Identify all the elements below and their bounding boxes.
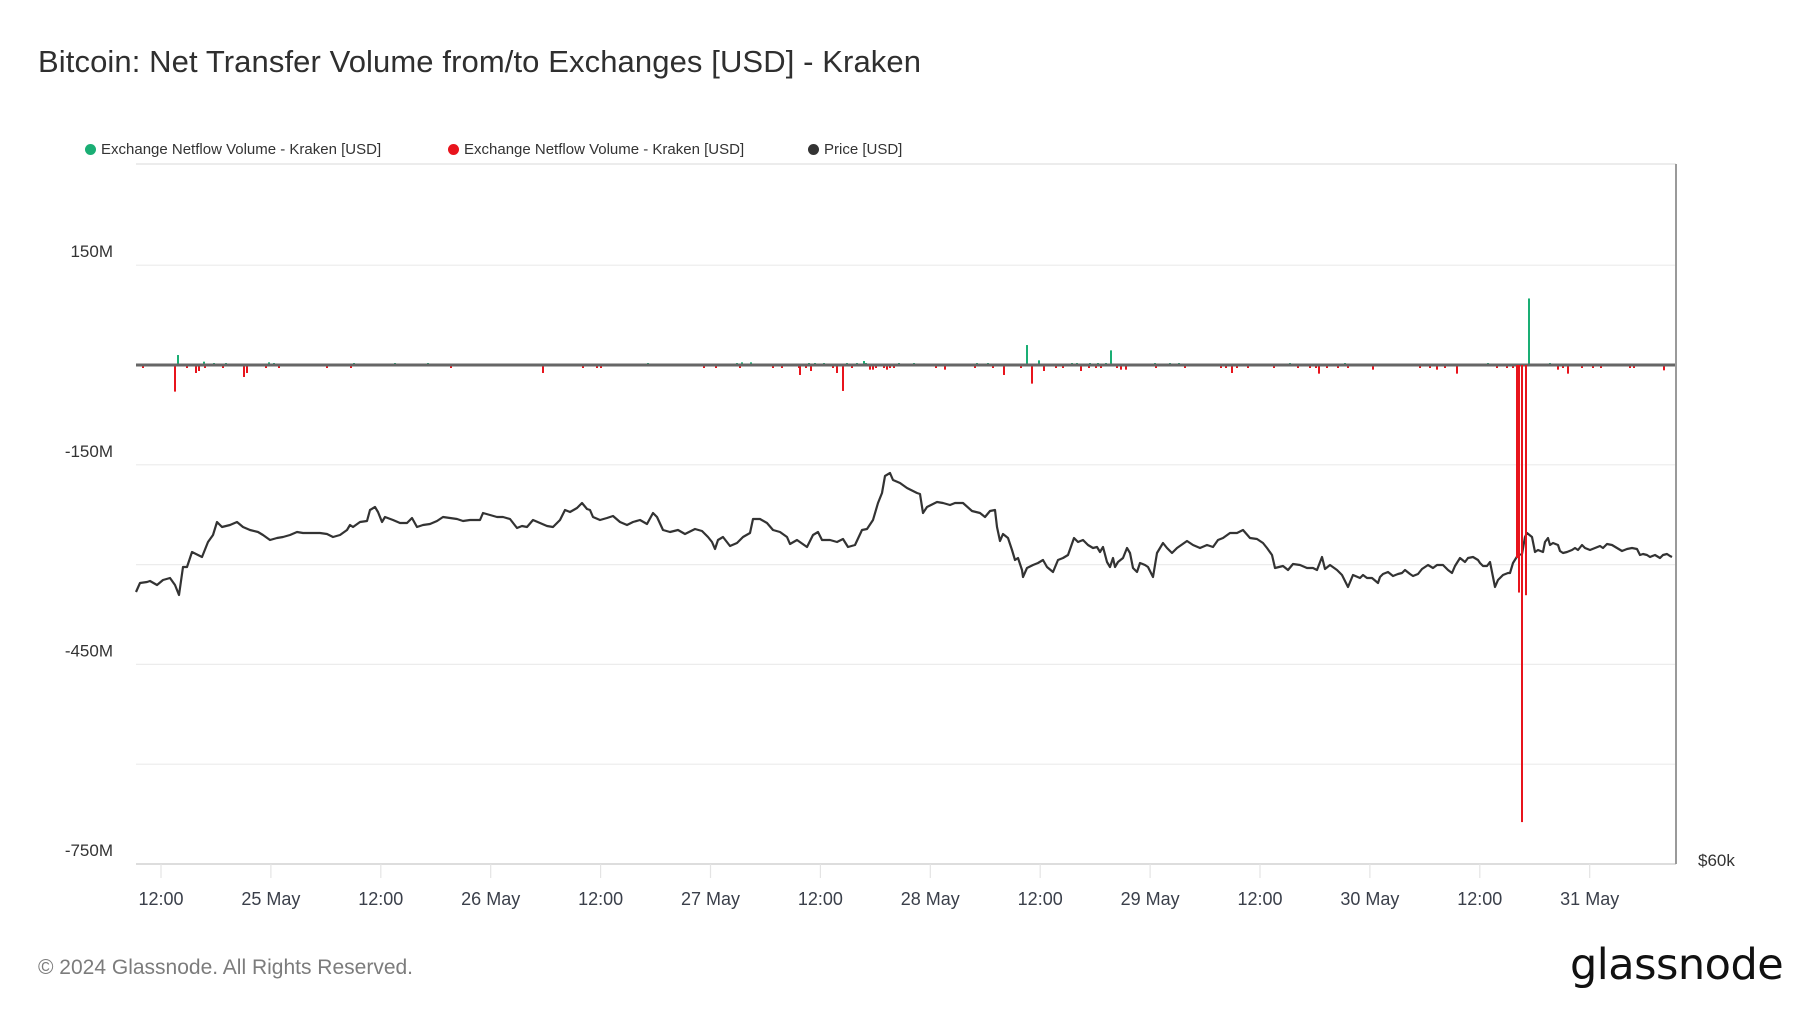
x-tick-label: 12:00 — [578, 889, 623, 909]
outflow-bar — [198, 365, 200, 371]
outflow-bar — [1456, 365, 1458, 374]
outflow-bar — [1318, 365, 1320, 374]
gridlines — [136, 163, 1676, 865]
outflow-bar — [246, 365, 248, 373]
x-tick-label: 27 May — [681, 889, 740, 909]
legend-label: Exchange Netflow Volume - Kraken [USD] — [101, 141, 382, 158]
outflow-bar — [1518, 365, 1520, 593]
outflow-bar — [872, 365, 874, 370]
inflow-bar — [203, 361, 205, 365]
legend-item-price[interactable]: Price [USD] — [808, 141, 902, 158]
x-tick-label: 30 May — [1340, 889, 1399, 909]
legend-item-inflow[interactable]: Exchange Netflow Volume - Kraken [USD] — [85, 141, 381, 158]
left-y-axis: 150M -150M -450M -750M — [65, 242, 113, 860]
outflow-bar — [1557, 365, 1559, 370]
x-tick-label: 12:00 — [358, 889, 403, 909]
legend-item-outflow[interactable]: Exchange Netflow Volume - Kraken [USD] — [448, 141, 744, 158]
x-tick-label: 12:00 — [1457, 889, 1502, 909]
outflow-bar — [1525, 365, 1527, 596]
x-axis: 12:00 25 May 12:00 26 May 12:00 27 May 12:00 28… — [138, 864, 1619, 909]
glassnode-logo: glassnode — [1570, 940, 1784, 990]
x-tick-label: 12:00 — [138, 889, 183, 909]
x-tick-label: 12:00 — [1018, 889, 1063, 909]
outflow-bar — [944, 365, 946, 370]
x-tick-label: 26 May — [461, 889, 520, 909]
outflow-bar — [1031, 365, 1033, 384]
x-tick-label: 25 May — [241, 889, 300, 909]
x-tick-label: 28 May — [901, 889, 960, 909]
outflow-bar — [174, 365, 176, 392]
outflow-bar — [842, 365, 844, 391]
copyright-text: © 2024 Glassnode. All Rights Reserved. — [38, 956, 414, 979]
right-y-tick-label: $60k — [1698, 851, 1735, 870]
inflow-bars — [177, 298, 1551, 365]
x-tick-label: 12:00 — [798, 889, 843, 909]
outflow-bar — [1521, 365, 1523, 823]
y-tick-label: -450M — [65, 641, 113, 660]
legend-label: Exchange Netflow Volume - Kraken [USD] — [464, 141, 745, 158]
inflow-bar — [1026, 345, 1028, 365]
outflow-bar — [836, 365, 838, 373]
outflow-bar — [1663, 365, 1665, 371]
outflow-bars — [142, 365, 1665, 392]
outflow-bar — [1567, 365, 1569, 374]
y-tick-label: -150M — [65, 442, 113, 461]
outflow-bar — [1372, 365, 1374, 370]
right-y-axis: $60k — [1675, 164, 1735, 870]
outflow-bar — [1125, 365, 1127, 370]
outflow-bar — [1080, 365, 1082, 371]
outflow-bar — [869, 365, 871, 370]
price-line — [134, 471, 1673, 597]
x-tick-label: 29 May — [1121, 889, 1180, 909]
red-dot-icon — [448, 144, 459, 155]
legend-label: Price [USD] — [824, 141, 903, 158]
green-dot-icon — [85, 144, 96, 155]
inflow-bar — [1038, 360, 1040, 365]
outflow-bar — [195, 365, 197, 373]
outflow-bars-overlay — [1516, 365, 1527, 823]
outflow-bar — [799, 365, 801, 375]
chart-title: Bitcoin: Net Transfer Volume from/to Exc… — [38, 44, 922, 79]
x-tick-label: 12:00 — [1237, 889, 1282, 909]
outflow-bar — [243, 365, 245, 377]
price-polyline — [134, 471, 1673, 597]
outflow-bar — [1043, 365, 1045, 371]
outflow-bar — [1003, 365, 1005, 375]
y-tick-label: 150M — [70, 242, 113, 261]
inflow-bar — [863, 361, 865, 365]
inflow-bar — [1528, 298, 1530, 365]
outflow-bar — [1436, 365, 1438, 370]
outflow-bar — [1120, 365, 1122, 370]
outflow-bar — [1516, 365, 1518, 558]
inflow-bar — [177, 355, 179, 365]
y-tick-label: -750M — [65, 841, 113, 860]
outflow-bar — [1231, 365, 1233, 373]
x-tick-label: 31 May — [1560, 889, 1619, 909]
black-dot-icon — [808, 144, 819, 155]
outflow-bar — [810, 365, 812, 371]
inflow-bar — [1110, 350, 1112, 365]
outflow-bar — [542, 365, 544, 373]
outflow-bar — [886, 365, 888, 370]
